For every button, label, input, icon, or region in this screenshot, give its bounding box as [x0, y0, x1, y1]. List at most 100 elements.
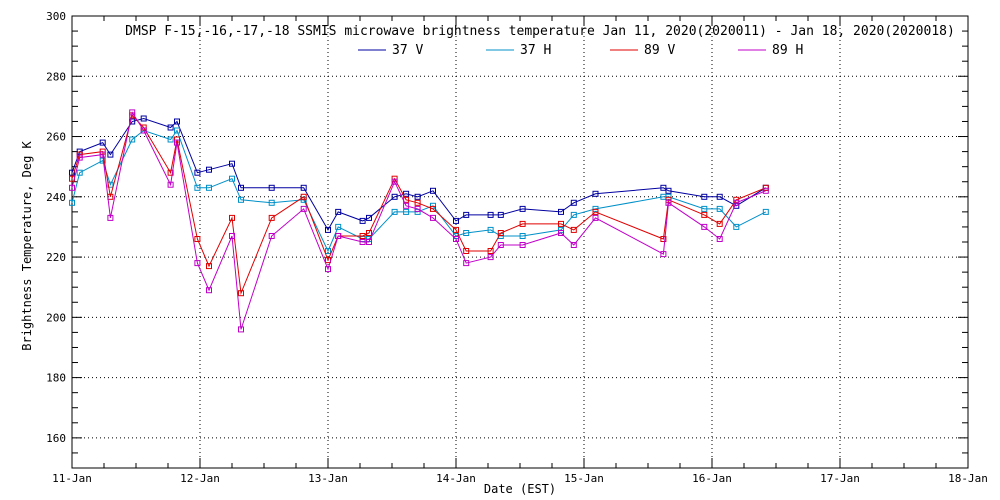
data-point — [167, 181, 174, 188]
data-point — [229, 160, 235, 167]
data-point — [592, 214, 599, 221]
data-point — [359, 239, 366, 245]
data-point — [167, 169, 174, 176]
y-axis-title: Brightness Temperature, Deg K — [20, 140, 34, 350]
data-point — [69, 199, 75, 206]
data-point — [519, 220, 526, 227]
y-tick-label: 300 — [46, 10, 66, 23]
legend-item: 37 H — [486, 43, 551, 58]
data-point — [463, 211, 470, 218]
data-point — [167, 136, 174, 143]
data-point — [701, 205, 708, 212]
data-point — [391, 178, 398, 185]
series-lines — [69, 109, 769, 333]
x-tick-label: 18-Jan — [948, 472, 988, 485]
data-point — [570, 199, 577, 206]
data-point — [335, 208, 342, 215]
legend-label: 37 H — [520, 43, 551, 58]
data-point — [762, 187, 769, 194]
data-point — [430, 205, 436, 212]
legend-item: 37 V — [358, 43, 423, 58]
data-point — [366, 230, 372, 236]
legend: 37 V 37 H 89 V 89 H — [358, 43, 803, 58]
data-point — [76, 169, 83, 176]
x-tick-label: 15-Jan — [564, 472, 604, 485]
data-point — [519, 233, 526, 239]
data-point — [107, 151, 114, 158]
x-axis-title: Date (EST) — [484, 482, 556, 496]
x-tick-label: 13-Jan — [308, 472, 348, 485]
data-point — [665, 199, 672, 206]
data-point — [558, 208, 564, 215]
y-tick-label: 160 — [46, 432, 66, 445]
data-point — [359, 217, 366, 224]
data-point — [206, 184, 212, 191]
data-point — [335, 223, 342, 230]
data-point — [497, 242, 504, 248]
data-point — [69, 184, 75, 191]
series-line — [71, 111, 766, 330]
y-tick-label: 260 — [46, 131, 66, 144]
data-point — [430, 202, 436, 209]
data-point — [519, 242, 526, 248]
data-point — [430, 187, 436, 194]
data-point — [268, 214, 275, 221]
data-point — [701, 193, 708, 200]
y-tick-label: 280 — [46, 70, 66, 83]
data-point — [558, 220, 564, 227]
data-point — [403, 208, 410, 215]
data-point — [99, 139, 106, 146]
series-line — [71, 114, 766, 296]
data-point — [733, 199, 740, 206]
data-point — [238, 290, 244, 297]
data-point — [300, 205, 307, 212]
data-point — [570, 242, 577, 248]
data-point — [206, 166, 212, 173]
data-point — [463, 260, 470, 267]
legend-label: 37 V — [392, 43, 423, 58]
data-point — [665, 187, 672, 194]
data-point — [487, 248, 494, 254]
data-point — [140, 115, 147, 122]
data-point — [206, 287, 212, 294]
data-point — [716, 220, 723, 227]
data-point — [414, 193, 421, 200]
y-tick-label: 200 — [46, 311, 66, 324]
data-point — [453, 226, 459, 233]
data-point — [99, 151, 106, 158]
series-37-v — [69, 115, 769, 233]
axis-ticks: 160 180 200 220 240 260 280 300 11-Jan 12-Jan 13-J… — [46, 10, 988, 485]
series-89-h — [69, 109, 769, 333]
data-point — [453, 236, 459, 242]
data-point — [229, 214, 235, 221]
data-point — [592, 208, 599, 215]
data-point — [174, 127, 180, 134]
data-point — [570, 226, 577, 233]
data-point — [430, 214, 436, 221]
data-point — [174, 136, 180, 143]
data-point — [325, 248, 331, 254]
data-point — [167, 124, 174, 131]
data-point — [300, 184, 307, 191]
data-point — [570, 211, 577, 218]
data-point — [366, 239, 372, 245]
data-point — [391, 208, 398, 215]
data-point — [129, 109, 136, 116]
data-point — [497, 211, 504, 218]
y-tick-label: 240 — [46, 191, 66, 204]
plot-frame — [71, 15, 969, 469]
data-point — [206, 263, 212, 270]
data-point — [194, 236, 201, 242]
legend-label: 89 H — [772, 43, 803, 58]
data-point — [229, 233, 235, 239]
x-tick-label: 12-Jan — [180, 472, 220, 485]
data-point — [403, 190, 410, 197]
data-point — [716, 193, 723, 200]
series-line — [71, 117, 767, 231]
data-point — [660, 251, 667, 258]
data-point — [701, 211, 708, 218]
legend-label: 89 V — [644, 43, 675, 58]
series-line — [71, 129, 767, 253]
data-point — [463, 248, 470, 254]
